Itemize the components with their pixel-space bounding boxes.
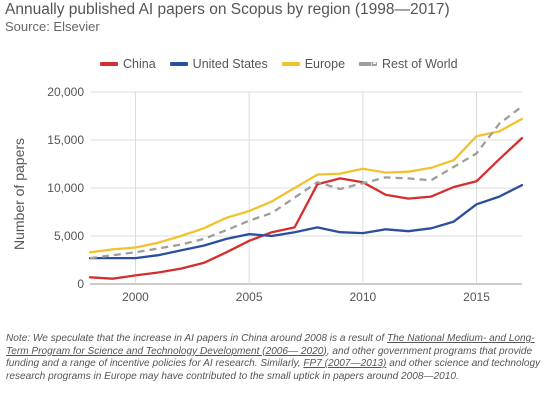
chart-note: Note: We speculate that the increase in … [6,333,546,383]
note-link-program[interactable]: The National Medium- and Long-Term Progr… [6,333,535,357]
note-text-1: Note: We speculate that the increase in … [6,333,387,344]
legend-label-rest-of-world: Rest of World [382,57,458,71]
legend-swatch-united-states [169,62,188,66]
note-text-2: , and other government programs that pro… [6,345,533,370]
chart-title: Annually published AI papers on Scopus b… [5,1,450,18]
legend-item-europe: Europe [281,57,346,71]
legend-item-rest-of-world: Rest of World [359,57,458,71]
x-tick-label: 2015 [463,290,490,304]
series-line-europe [88,117,524,254]
y-tick-label: 20,000 [47,85,84,99]
legend-label-china: China [123,57,156,71]
legend-label-united-states: United States [192,57,268,71]
y-tick-label: 5,000 [54,229,84,243]
chart-source: Source: Elsevier [5,19,100,34]
x-tick-label: 2010 [349,290,376,304]
line-chart: 0 5,000 10,000 15,000 20,000 2000 2005 2010 201… [11,85,524,304]
y-tick-label: 10,000 [47,181,84,195]
series-line-united-states [88,183,524,260]
legend-item-china: China [100,57,156,71]
series-line-rest-of-world [89,105,523,260]
chart-gridlines [90,91,522,285]
chart-series [88,105,524,280]
x-tick-label: 2000 [122,290,149,304]
legend-swatch-rest-of-world [359,62,378,66]
y-tick-label: 0 [77,277,84,291]
chart-legend: China United States Europe Rest of World [100,57,458,71]
y-axis-label: Number of papers [11,138,27,250]
legend-swatch-china [100,62,118,66]
legend-label-europe: Europe [304,57,346,71]
note-link-fp7[interactable]: FP7 (2007—2013) [303,358,387,370]
x-tick-label: 2005 [236,290,263,304]
legend-swatch-europe [281,62,300,66]
series-line-china [88,136,524,280]
y-tick-label: 15,000 [47,133,84,147]
y-axis-ticks: 0 5,000 10,000 15,000 20,000 [47,85,84,291]
x-axis-ticks: 2000 2005 2010 2015 [122,290,490,304]
legend-item-united-states: United States [169,57,268,71]
note-text-3: and other science and technology researc… [6,358,541,382]
